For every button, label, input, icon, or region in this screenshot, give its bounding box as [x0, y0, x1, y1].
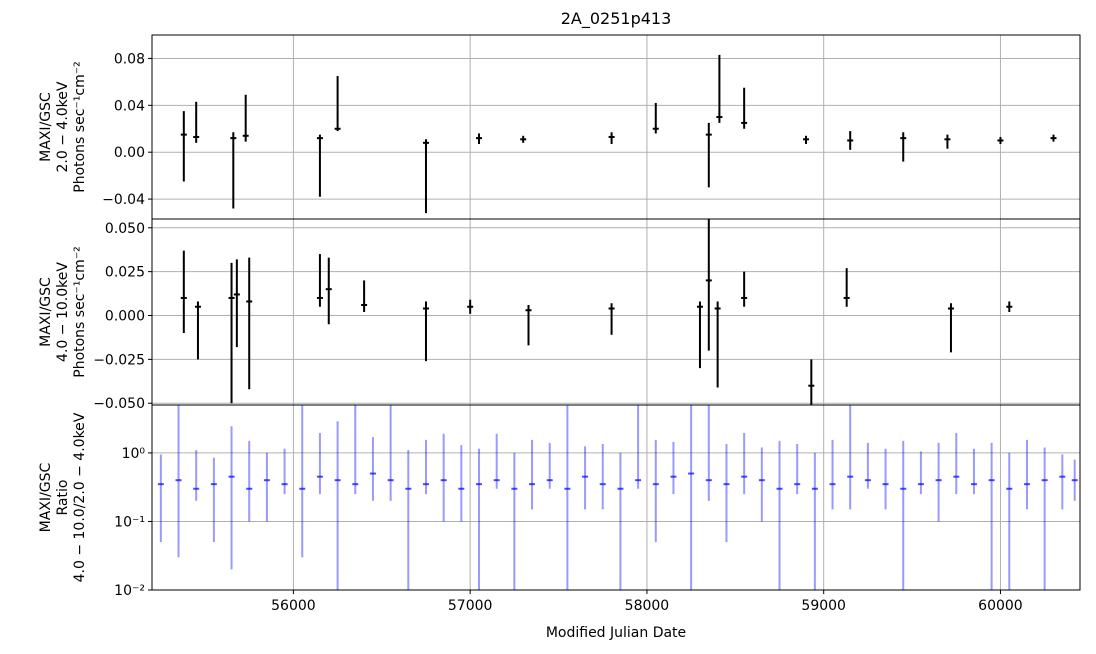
- y-axis-label-line: MAXI/GSC: [38, 462, 54, 532]
- y-axis-label-line: 4.0 − 10.0keV: [55, 262, 71, 362]
- y-tick-label: −0.025: [93, 352, 145, 368]
- y-axis-label-line: Photons sec⁻¹cm⁻²: [72, 246, 88, 378]
- y-axis-label-line: 4.0 − 10.0/2.0 − 4.0keV: [72, 412, 88, 582]
- y-tick-label: −0.050: [93, 396, 145, 412]
- y-tick-label: −0.04: [102, 192, 145, 208]
- y-tick-label: 0.00: [114, 145, 145, 161]
- x-tick-label: 56000: [271, 598, 316, 614]
- y-tick-label: 0.025: [105, 265, 145, 281]
- y-tick-label: 10⁻¹: [114, 514, 145, 530]
- y-axis-label-line: Ratio: [55, 480, 71, 516]
- panel-frame: [151, 404, 1081, 591]
- y-axis-label-line: Photons sec⁻¹cm⁻²: [72, 61, 88, 193]
- y-axis-label-line: MAXI/GSC: [38, 92, 54, 162]
- y-axis-label-line: MAXI/GSC: [38, 277, 54, 347]
- panel-top-2-4kev: −0.04 0.00 0.04 0.08 MAXI/GSC 2.0 − 4.0keV Pho…: [38, 34, 1081, 220]
- x-tick-label: 60000: [978, 598, 1023, 614]
- y-tick-label: 10⁰: [122, 446, 146, 462]
- x-tick-label: 57000: [448, 598, 493, 614]
- y-tick-label: 0.000: [105, 309, 145, 325]
- y-tick-label: 0.08: [114, 51, 145, 67]
- panel-middle-4-10kev: −0.050 −0.025 0.000 0.025 0.050 MAXI/GSC 4.0 −…: [38, 218, 1081, 412]
- x-tick-label: 58000: [625, 598, 670, 614]
- x-tick-label: 59000: [801, 598, 846, 614]
- x-axis-label: Modified Julian Date: [546, 625, 686, 641]
- y-tick-label: 0.04: [114, 98, 145, 114]
- y-tick-label: 0.050: [105, 221, 145, 237]
- chart-title: 2A_0251p413: [561, 9, 672, 29]
- y-tick-label: 10⁻²: [114, 583, 145, 599]
- panel-bottom-ratio: 10⁻² 10⁻¹ 10⁰ MAXI/GSC Ratio 4.0 − 10.0/2.0 −…: [38, 404, 1081, 614]
- y-axis-label-line: 2.0 − 4.0keV: [55, 81, 71, 172]
